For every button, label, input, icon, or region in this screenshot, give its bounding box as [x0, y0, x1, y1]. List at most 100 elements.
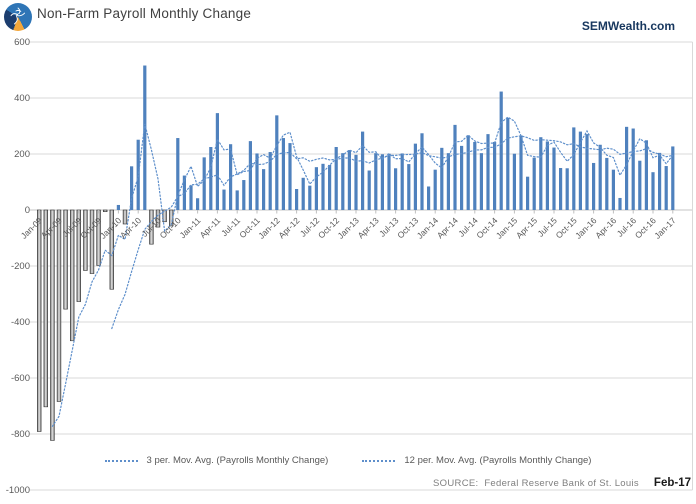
bar — [255, 153, 259, 210]
bar — [314, 167, 318, 210]
bars-series — [36, 65, 675, 441]
bar — [103, 209, 108, 212]
bar — [321, 163, 325, 210]
bar — [427, 186, 431, 210]
bar — [262, 169, 266, 210]
bar — [466, 135, 470, 210]
x-axis-label: Jan-17 — [652, 215, 678, 241]
bar — [400, 153, 404, 210]
bar — [618, 197, 622, 210]
y-axis-labels: 600 400 200 0 -200 -400 -600 -800 -1000 — [6, 37, 30, 496]
bar — [116, 204, 120, 210]
bar — [361, 131, 365, 210]
bar — [341, 153, 345, 210]
bar — [83, 209, 88, 271]
bar — [440, 147, 444, 210]
bar — [460, 145, 464, 210]
ma-12-line — [111, 135, 674, 330]
brand-link[interactable]: SEMWealth.com — [581, 19, 675, 33]
y-axis-label: 200 — [14, 149, 30, 160]
bar — [473, 141, 477, 210]
chart-legend: 3 per. Mov. Avg. (Payrolls Monthly Chang… — [0, 455, 696, 466]
bar — [638, 160, 642, 210]
bar — [407, 164, 411, 210]
bar — [248, 141, 252, 210]
bar — [235, 190, 239, 210]
as-of-date: Feb-17 — [653, 477, 691, 489]
bar — [545, 141, 549, 210]
bar — [89, 209, 95, 274]
bar — [420, 133, 424, 210]
chart-footer: SOURCE: Federal Reserve Bank of St. Loui… — [433, 477, 691, 489]
x-axis-label: Jan-15 — [494, 215, 520, 241]
bar — [281, 138, 285, 210]
bar — [532, 157, 536, 210]
x-axis-label: Jan-14 — [415, 215, 441, 241]
x-axis-label: Apr-11 — [198, 215, 223, 240]
legend-item-ma12: 12 per. Mov. Avg. (Payrolls Monthly Chan… — [362, 455, 591, 466]
legend-label-ma12: 12 per. Mov. Avg. (Payrolls Monthly Chan… — [404, 455, 592, 466]
source-text: SOURCE: Federal Reserve Bank of St. Loui… — [433, 478, 639, 489]
x-axis-label: Apr-13 — [356, 215, 381, 240]
bar — [552, 147, 556, 210]
bar — [63, 209, 68, 310]
bar — [130, 166, 134, 210]
bar — [202, 157, 206, 210]
bar — [176, 138, 180, 210]
bar — [122, 209, 128, 225]
bar — [559, 168, 563, 210]
bar — [592, 162, 596, 210]
bar — [308, 185, 312, 210]
bar — [585, 134, 589, 210]
bar — [664, 166, 668, 210]
x-axis-label: Jan-12 — [256, 215, 282, 241]
y-axis-label: -200 — [11, 261, 30, 272]
logo-squiggle-figure — [10, 7, 26, 25]
bar — [565, 168, 569, 210]
bar — [413, 143, 417, 210]
bar — [651, 172, 655, 210]
x-axis-label: Jan-13 — [335, 215, 361, 241]
source-value: Federal Reserve Bank of St. Louis — [484, 478, 639, 489]
bar — [242, 180, 246, 210]
x-axis-label: Jan-11 — [178, 215, 203, 240]
bar — [222, 189, 226, 210]
bar — [301, 177, 305, 210]
bar — [631, 128, 635, 210]
bar — [625, 126, 629, 210]
bar — [328, 164, 332, 210]
bar — [453, 124, 457, 210]
legend-item-ma3: 3 per. Mov. Avg. (Payrolls Monthly Chang… — [104, 455, 328, 466]
x-axis-label: Apr-15 — [514, 215, 539, 240]
bar — [36, 209, 42, 432]
bar — [578, 131, 582, 210]
bar — [70, 209, 75, 342]
bar — [367, 170, 371, 210]
bar — [605, 157, 609, 210]
bar — [499, 91, 503, 210]
bar — [644, 140, 648, 210]
bar — [446, 153, 450, 210]
bar — [182, 175, 186, 210]
bar — [433, 169, 437, 210]
y-axis-label: -400 — [11, 317, 30, 328]
bar — [598, 144, 602, 210]
bar — [295, 189, 299, 210]
x-axis-label: Apr-14 — [435, 215, 460, 240]
ma3-dotted-line-swatch — [104, 459, 138, 462]
bar — [215, 113, 219, 210]
bar — [493, 141, 497, 210]
bar — [658, 152, 662, 210]
bar — [275, 115, 279, 210]
bar — [209, 147, 213, 210]
bar — [380, 154, 384, 210]
bar — [539, 137, 543, 210]
bar — [149, 209, 154, 245]
bar — [519, 135, 523, 210]
x-axis-ticks — [38, 210, 674, 214]
y-axis-label: 400 — [14, 93, 30, 104]
page-title: Non-Farm Payroll Monthly Change — [37, 6, 252, 21]
bar — [189, 185, 193, 210]
